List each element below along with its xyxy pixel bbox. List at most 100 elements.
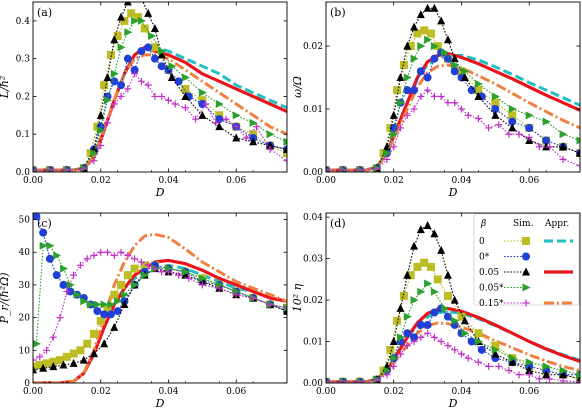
legend: β Sim. Appr. 0 0* 0.05 0.05* 0.15* — [473, 213, 580, 309]
data-point — [542, 370, 551, 379]
data-point — [451, 60, 460, 69]
data-point — [474, 79, 483, 88]
data-point — [46, 241, 55, 250]
data-point — [424, 35, 433, 44]
data-point — [430, 3, 439, 12]
sim-series-c0s — [33, 43, 287, 172]
data-point — [403, 270, 412, 279]
data-point — [508, 105, 517, 114]
data-point — [546, 143, 554, 151]
data-point — [417, 92, 425, 100]
x-tick-label: 0.02 — [91, 176, 111, 186]
sim-series-c0 — [33, 261, 287, 371]
appr-line-appr015 — [33, 53, 287, 172]
data-point — [131, 70, 139, 78]
data-point — [505, 367, 513, 375]
legend-marker — [522, 237, 530, 245]
data-point — [164, 96, 172, 104]
data-point — [33, 339, 41, 348]
data-point — [461, 67, 470, 76]
data-point — [148, 32, 157, 40]
data-point — [403, 41, 412, 50]
data-point — [123, 271, 132, 280]
y-axis-label: ω/Ω — [291, 76, 304, 98]
data-point — [426, 29, 435, 38]
data-point — [151, 265, 159, 273]
data-point — [62, 352, 71, 361]
data-point — [49, 333, 57, 341]
sim-series-c0 — [326, 26, 580, 172]
data-point — [491, 341, 500, 350]
data-point — [198, 277, 207, 286]
data-point — [413, 29, 422, 38]
data-point — [110, 77, 119, 86]
data-point — [417, 287, 426, 296]
data-point — [137, 77, 145, 85]
x-tick-label: 0.00 — [316, 387, 336, 397]
x-axis-label: D — [448, 397, 458, 409]
data-point — [131, 16, 140, 25]
data-point — [93, 307, 102, 316]
data-point — [232, 111, 241, 120]
data-point — [96, 316, 105, 325]
data-point — [36, 353, 44, 361]
data-point — [174, 77, 183, 86]
data-point — [89, 329, 98, 338]
sim-series-c015s — [33, 248, 287, 364]
data-point — [215, 122, 224, 131]
data-point — [457, 350, 465, 358]
y-axis-label: L/ħ² — [0, 76, 11, 100]
data-point — [525, 358, 534, 367]
data-point — [406, 271, 415, 280]
data-point — [76, 261, 84, 269]
data-point — [461, 329, 470, 338]
appr-line-appr0 — [33, 45, 287, 172]
data-point — [56, 314, 64, 322]
data-point — [467, 337, 476, 346]
data-point — [167, 73, 176, 82]
data-point — [443, 270, 452, 279]
axes-frame — [32, 212, 288, 384]
legend-header-sim: Sim. — [513, 219, 534, 229]
data-point — [430, 229, 439, 238]
legend-row-label: 0.05 — [479, 268, 499, 278]
data-point — [181, 104, 189, 112]
data-point — [508, 357, 517, 366]
data-point — [423, 73, 432, 82]
data-point — [117, 280, 126, 289]
data-point — [416, 320, 425, 329]
data-point — [43, 346, 51, 354]
data-point — [491, 349, 500, 358]
data-point — [131, 255, 139, 263]
data-point — [525, 366, 534, 375]
data-point — [93, 300, 102, 309]
y-tick-label: 0.2 — [16, 92, 30, 102]
data-point — [56, 356, 65, 365]
data-point — [433, 275, 442, 284]
data-point — [437, 16, 446, 25]
data-point — [249, 137, 258, 146]
data-point — [416, 67, 425, 76]
data-point — [508, 117, 517, 126]
sim-line-c0 — [326, 29, 580, 171]
data-point — [59, 264, 68, 273]
data-point — [100, 300, 109, 309]
data-point — [158, 92, 166, 100]
data-point — [181, 84, 190, 93]
data-point — [393, 86, 402, 95]
data-point — [508, 111, 517, 120]
data-point — [124, 252, 132, 259]
data-point — [110, 252, 118, 259]
data-point — [559, 142, 568, 151]
plot-area — [326, 220, 580, 383]
data-point — [474, 91, 483, 100]
x-tick-label: 0.04 — [158, 176, 178, 186]
data-point — [535, 143, 543, 151]
data-point — [410, 22, 419, 31]
data-point — [215, 100, 224, 108]
panel-4: 0.00 0.02 0.04 0.06 0.00 0.01 0.02 0.03 0.04 (d) D… — [291, 212, 581, 409]
data-point — [326, 166, 330, 172]
data-point — [137, 47, 146, 56]
data-point — [525, 123, 534, 132]
data-point — [403, 342, 411, 350]
